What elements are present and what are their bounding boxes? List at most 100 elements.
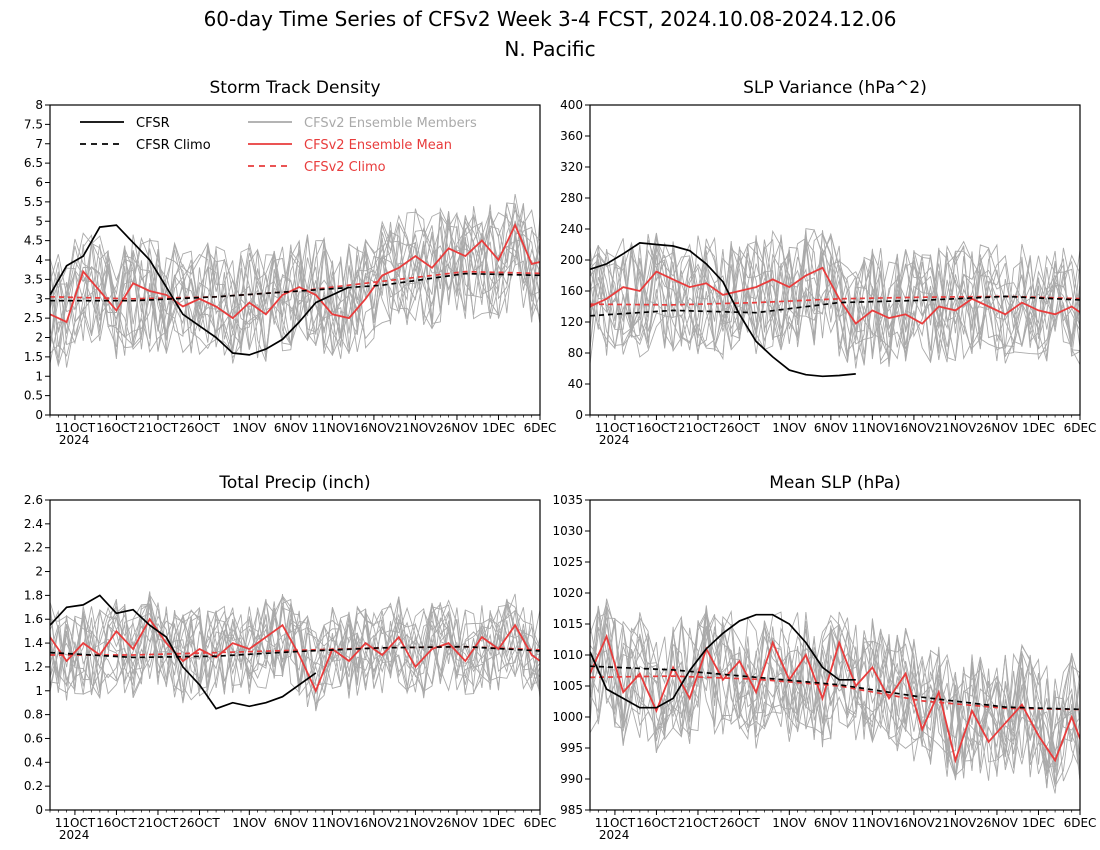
y-tick-label: 1000 xyxy=(552,710,583,724)
ensemble-member-line xyxy=(590,229,1080,363)
legend-label: CFSv2 Climo xyxy=(304,160,386,175)
ensemble-member-line xyxy=(590,608,1080,781)
panel-2: SLP Variance (hPa^2) 0 40 80 120 160 200 240 280… xyxy=(560,78,1096,447)
ensemble-member-line xyxy=(590,232,1080,362)
plot-frame xyxy=(49,499,541,811)
y-tick-label: 320 xyxy=(560,160,583,174)
y-tick-label: 2 xyxy=(35,565,43,579)
y-tick-label: 6.5 xyxy=(24,156,43,170)
x-tick-label: 26NOV xyxy=(976,816,1018,830)
panel-3: Total Precip (inch) 0 0.2 0.4 0.6 0.8 1 1.2 1.4 1… xyxy=(24,473,557,842)
figure-title: 60-day Time Series of CFSv2 Week 3-4 FCS… xyxy=(204,7,897,31)
y-tick-label: 1020 xyxy=(552,586,583,600)
series-line-cfsr-climo xyxy=(50,645,540,659)
y-tick-label: 1.8 xyxy=(24,588,43,602)
ensemble-member-line xyxy=(50,593,540,696)
y-tick-label: 1.4 xyxy=(24,636,43,650)
series-line-cfsr xyxy=(50,594,317,710)
y-tick-label: 360 xyxy=(560,129,583,143)
ensemble-member-line xyxy=(50,593,540,701)
ensemble-member-line xyxy=(50,211,540,359)
legend-label: CFSv2 Ensemble Mean xyxy=(304,138,452,153)
panel-4: Mean SLP (hPa) 985 990 995 1000 1005 1010 1015 1… xyxy=(552,473,1096,842)
y-tick-label: 280 xyxy=(560,191,583,205)
y-tick-label: 1 xyxy=(35,369,43,383)
plot-area xyxy=(590,598,1080,794)
ensemble-member-line xyxy=(50,608,540,707)
x-tick-label: 21OCT xyxy=(138,816,179,830)
x-tick-label: 26NOV xyxy=(436,421,478,435)
y-tick-label: 1.2 xyxy=(24,660,43,674)
legend: CFSR CFSR Climo CFSv2 Ensemble Members CFSv… xyxy=(80,116,477,175)
x-tick-label: 21NOV xyxy=(395,816,437,830)
y-tick-label: 2.6 xyxy=(24,493,43,507)
x-tick-label: 1NOV xyxy=(232,816,267,830)
y-tick-label: 5.5 xyxy=(24,195,43,209)
x-year-label: 2024 xyxy=(599,433,630,447)
series-line-cfsv2-ensemble-mean xyxy=(50,617,540,694)
ensemble-member-line xyxy=(50,606,540,700)
y-tick-label: 2.2 xyxy=(24,541,43,555)
ensemble-member-line xyxy=(50,202,540,354)
panel-title: Storm Track Density xyxy=(209,78,380,98)
ensemble-member-line xyxy=(50,241,540,353)
panel-1: Storm Track Density 0 0.5 1 1.5 2 2.5 3 3.5 4 4.5 5… xyxy=(24,78,557,447)
ensemble-member-line xyxy=(50,591,540,694)
ensemble-member-line xyxy=(50,203,540,364)
y-tick-label: 0.5 xyxy=(24,389,43,403)
ensemble-member-line xyxy=(50,601,540,712)
x-tick-label: 1DEC xyxy=(482,421,515,435)
y-tick-label: 1035 xyxy=(552,493,583,507)
x-tick-label: 26NOV xyxy=(976,421,1018,435)
y-tick-label: 200 xyxy=(560,253,583,267)
y-tick-label: 3 xyxy=(35,292,43,306)
series-line-cfsr-climo xyxy=(590,295,1080,317)
y-tick-label: 995 xyxy=(560,741,583,755)
series-line-cfsr-climo xyxy=(590,665,1080,711)
x-tick-label: 11NOV xyxy=(312,421,354,435)
x-tick-label: 16OCT xyxy=(96,421,137,435)
y-tick-label: 0.2 xyxy=(24,779,43,793)
ensemble-member-line xyxy=(50,208,540,364)
x-tick-label: 11NOV xyxy=(312,816,354,830)
x-tick-label: 1DEC xyxy=(482,816,515,830)
ensemble-member-line xyxy=(590,630,1080,781)
y-tick-label: 0.6 xyxy=(24,731,43,745)
x-tick-label: 1DEC xyxy=(1022,816,1055,830)
x-tick-label: 6DEC xyxy=(1064,816,1097,830)
x-tick-label: 21OCT xyxy=(678,421,719,435)
ensemble-member-line xyxy=(50,595,540,701)
ensemble-member-line xyxy=(50,599,540,705)
panel-title: SLP Variance (hPa^2) xyxy=(743,78,927,98)
series-line-cfsv2-ensemble-mean xyxy=(50,222,540,324)
series-line-cfsv2-ensemble-mean xyxy=(590,633,1080,764)
y-tick-label: 0 xyxy=(575,408,583,422)
x-tick-label: 26OCT xyxy=(719,421,760,435)
x-year-label: 2024 xyxy=(599,828,630,842)
y-tick-label: 160 xyxy=(560,284,583,298)
x-tick-label: 1NOV xyxy=(772,421,807,435)
panel-title: Mean SLP (hPa) xyxy=(769,473,901,493)
x-year-label: 2024 xyxy=(59,828,90,842)
x-tick-label: 1NOV xyxy=(772,816,807,830)
plot-area xyxy=(50,591,540,712)
y-tick-label: 1005 xyxy=(552,679,583,693)
x-tick-label: 21NOV xyxy=(935,816,977,830)
y-tick-label: 0 xyxy=(35,803,43,817)
x-tick-label: 16NOV xyxy=(893,421,935,435)
x-tick-label: 6NOV xyxy=(274,421,309,435)
ensemble-member-line xyxy=(590,234,1080,361)
ensemble-member-line xyxy=(590,239,1080,365)
ensemble-member-line xyxy=(590,232,1080,365)
ensemble-member-line xyxy=(590,239,1080,357)
x-tick-label: 16OCT xyxy=(636,816,677,830)
x-tick-label: 16OCT xyxy=(96,816,137,830)
x-tick-label: 11NOV xyxy=(852,816,894,830)
x-tick-label: 21OCT xyxy=(138,421,179,435)
ensemble-member-line xyxy=(50,599,540,701)
x-tick-label: 26NOV xyxy=(436,816,478,830)
x-tick-label: 6DEC xyxy=(524,421,557,435)
series-line-cfsr xyxy=(590,242,856,378)
series-line-cfsv2-climo xyxy=(50,270,540,300)
y-tick-label: 7.5 xyxy=(24,117,43,131)
